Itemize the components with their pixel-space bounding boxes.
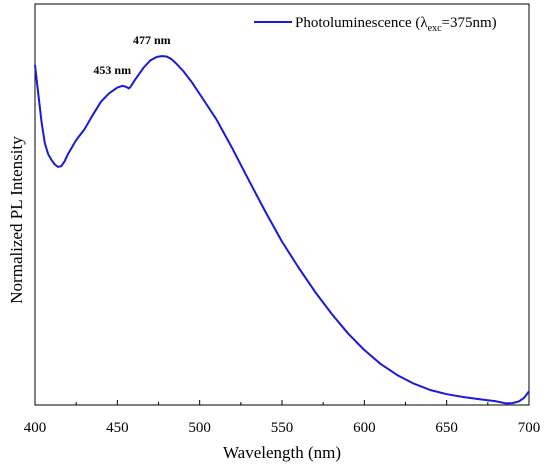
annotation-477: 477 nm [133, 33, 171, 47]
x-tick-label-500: 500 [188, 420, 211, 436]
x-axis-title: Wavelength (nm) [223, 443, 341, 462]
y-axis-title: Normalized PL Intensity [7, 136, 26, 304]
x-tick-label-600: 600 [353, 420, 376, 436]
x-axis-ticks [34, 400, 530, 405]
x-tick-label-650: 650 [435, 420, 458, 436]
x-tick-label-450: 450 [106, 420, 129, 436]
annotation-453: 453 nm [93, 63, 131, 77]
x-axis-tick-labels: 400 450 500 550 600 650 700 [24, 420, 541, 436]
legend-label-prefix: Photoluminescence (λ [295, 15, 428, 31]
legend-label: Photoluminescence (λexc=375nm) [295, 15, 497, 34]
x-tick-label-700: 700 [518, 420, 541, 436]
peak-annotations: 453 nm 477 nm [93, 33, 170, 77]
legend-label-suffix: =375nm) [442, 15, 497, 31]
legend-label-sub: exc [428, 23, 442, 34]
x-tick-label-550: 550 [271, 420, 294, 436]
series-line-photoluminescence [34, 55, 530, 405]
legend: Photoluminescence (λexc=375nm) [254, 15, 497, 34]
x-tick-label-400: 400 [24, 420, 47, 436]
